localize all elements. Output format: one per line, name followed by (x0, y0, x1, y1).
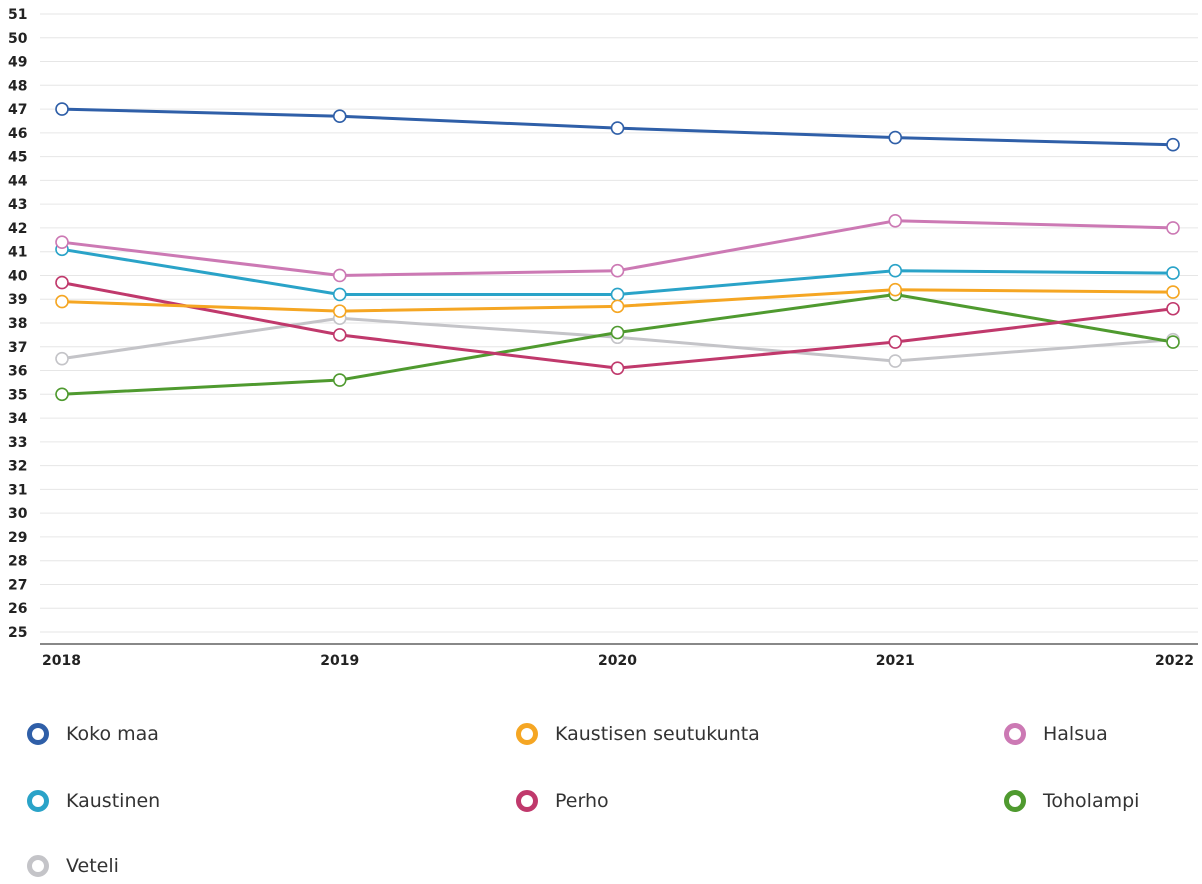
y-tick-label: 51 (8, 7, 27, 23)
legend-label: Kaustinen (66, 790, 161, 812)
data-point[interactable] (610, 287, 625, 302)
x-axis-tick-labels: 2018 2019 2020 2021 2022 (42, 653, 1194, 669)
y-tick-label: 32 (8, 459, 27, 475)
data-point[interactable] (1166, 137, 1180, 152)
y-tick-label: 40 (8, 268, 28, 284)
legend-label: Halsua (1043, 723, 1108, 745)
data-point[interactable] (1166, 221, 1180, 235)
y-tick-label: 44 (8, 173, 28, 189)
data-point[interactable] (332, 268, 347, 283)
data-point[interactable] (888, 282, 903, 297)
legend-item[interactable]: Perho (516, 783, 609, 819)
y-tick-label: 36 (8, 364, 27, 380)
legend-item[interactable]: Kaustisen seutukunta (516, 716, 760, 752)
y-tick-label: 42 (8, 221, 27, 237)
data-point[interactable] (1166, 335, 1180, 349)
legend-item[interactable]: Koko maa (27, 716, 159, 752)
y-tick-label: 46 (8, 126, 27, 142)
x-tick-label: 2021 (876, 653, 915, 669)
data-point[interactable] (610, 361, 625, 375)
data-point[interactable] (55, 351, 69, 366)
y-tick-label: 37 (8, 340, 27, 356)
data-point[interactable] (610, 121, 625, 135)
y-tick-label: 26 (8, 601, 27, 617)
x-tick-label: 2020 (598, 653, 637, 669)
data-point[interactable] (888, 213, 903, 228)
data-point[interactable] (332, 287, 347, 302)
x-tick-label: 2019 (320, 653, 359, 669)
y-tick-label: 35 (8, 387, 27, 403)
legend-label: Veteli (66, 855, 119, 877)
y-tick-label: 27 (8, 577, 27, 593)
y-tick-label: 47 (8, 102, 27, 118)
legend-marker-icon (27, 790, 49, 812)
x-tick-label: 2022 (1155, 653, 1194, 669)
y-tick-label: 33 (8, 435, 27, 451)
legend-label: Kaustisen seutukunta (555, 723, 760, 745)
legend-item[interactable]: Veteli (27, 848, 119, 884)
y-tick-label: 41 (8, 245, 27, 261)
legend-label: Toholampi (1043, 790, 1140, 812)
y-tick-label: 43 (8, 197, 27, 213)
data-point[interactable] (55, 235, 69, 249)
legend-marker-icon (1004, 790, 1026, 812)
legend-item[interactable]: Kaustinen (27, 783, 160, 819)
data-point[interactable] (888, 354, 903, 368)
y-tick-label: 30 (8, 506, 28, 522)
data-point[interactable] (610, 263, 625, 278)
legend-marker-icon (516, 790, 538, 812)
data-point[interactable] (332, 109, 347, 124)
data-point[interactable] (1166, 285, 1180, 299)
y-tick-label: 28 (8, 554, 27, 570)
data-point[interactable] (888, 335, 903, 349)
x-tick-label: 2018 (42, 653, 81, 669)
y-tick-label: 31 (8, 482, 27, 498)
y-tick-label: 48 (8, 78, 27, 94)
data-point[interactable] (55, 294, 69, 309)
data-point[interactable] (332, 328, 347, 342)
data-point[interactable] (55, 387, 69, 402)
legend-marker-icon (27, 855, 49, 877)
legend-marker-icon (516, 723, 538, 745)
y-tick-label: 34 (8, 411, 28, 427)
series-markers (55, 102, 1180, 402)
data-point[interactable] (1166, 301, 1180, 316)
legend-marker-icon (1004, 723, 1026, 745)
y-tick-label: 38 (8, 316, 27, 332)
gridlines (40, 13, 1198, 633)
data-point[interactable] (332, 304, 347, 318)
y-axis-tick-labels: 25 26 27 28 29 30 31 32 33 34 35 36 37 38 39 40 41 42 43 44… (8, 7, 28, 641)
legend-item[interactable]: Halsua (1004, 716, 1108, 752)
data-point[interactable] (55, 275, 69, 290)
y-tick-label: 45 (8, 150, 27, 166)
data-point[interactable] (55, 102, 69, 116)
line-chart: 25 26 27 28 29 30 31 32 33 34 35 36 37 38 39 40 41 42 43 44… (8, 7, 1198, 669)
legend-label: Perho (555, 790, 609, 812)
legend: Koko maa Kaustisen seutukunta Halsua Kausti… (0, 700, 1202, 882)
y-tick-label: 29 (8, 530, 27, 546)
legend-marker-icon (27, 723, 49, 745)
data-point[interactable] (610, 325, 625, 340)
y-tick-label: 25 (8, 625, 27, 641)
data-point[interactable] (610, 299, 625, 314)
y-tick-label: 50 (8, 31, 28, 47)
legend-label: Koko maa (66, 723, 159, 745)
legend-item[interactable]: Toholampi (1004, 783, 1139, 819)
data-point[interactable] (888, 263, 903, 278)
data-point[interactable] (888, 130, 903, 145)
data-point[interactable] (1166, 266, 1180, 280)
y-tick-label: 49 (8, 55, 27, 71)
data-point[interactable] (332, 373, 347, 387)
y-tick-label: 39 (8, 292, 27, 308)
